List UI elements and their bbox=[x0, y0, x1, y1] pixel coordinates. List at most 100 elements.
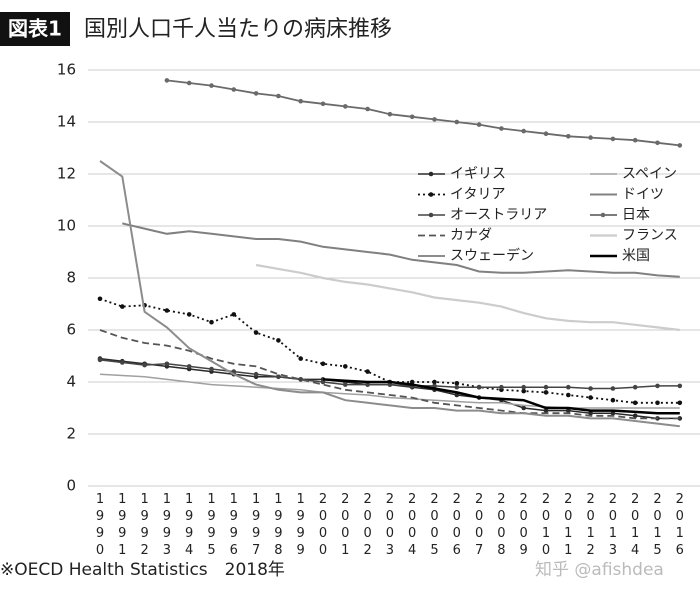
point bbox=[632, 384, 638, 390]
point bbox=[186, 312, 192, 317]
point bbox=[521, 384, 526, 390]
x-tick-label: 2010 bbox=[539, 492, 554, 560]
series-line bbox=[99, 297, 680, 404]
series-line bbox=[99, 160, 680, 428]
point bbox=[543, 131, 549, 136]
x-tick-label: 1999 bbox=[293, 492, 308, 560]
point bbox=[632, 400, 638, 406]
point bbox=[320, 361, 326, 367]
point bbox=[610, 386, 616, 391]
point bbox=[343, 104, 348, 109]
point bbox=[276, 338, 281, 343]
point bbox=[521, 128, 526, 134]
point bbox=[409, 114, 415, 120]
point bbox=[120, 304, 125, 309]
point bbox=[343, 382, 348, 387]
point bbox=[610, 410, 616, 416]
point bbox=[454, 119, 460, 125]
point bbox=[566, 392, 571, 398]
x-tick-label: 2015 bbox=[650, 492, 665, 560]
x-tick-label: 1994 bbox=[182, 492, 197, 560]
point bbox=[365, 369, 370, 374]
point bbox=[677, 400, 683, 406]
point bbox=[97, 296, 103, 302]
x-tick-label: 2011 bbox=[561, 492, 576, 560]
point bbox=[409, 379, 415, 385]
point bbox=[231, 312, 237, 317]
point bbox=[566, 134, 571, 139]
x-tick-label: 1991 bbox=[115, 492, 130, 560]
legend-label: イタリア bbox=[450, 187, 505, 203]
legend-label: カナダ bbox=[450, 228, 492, 244]
point bbox=[476, 384, 482, 390]
point bbox=[588, 386, 593, 391]
x-tick-label: 1995 bbox=[204, 492, 219, 560]
series-line bbox=[99, 373, 680, 409]
x-tick-label: 2005 bbox=[427, 492, 442, 560]
point bbox=[164, 78, 170, 83]
point bbox=[499, 126, 504, 131]
x-tick-label: 2003 bbox=[382, 492, 397, 560]
point bbox=[231, 87, 237, 92]
point bbox=[543, 384, 549, 390]
point bbox=[209, 366, 214, 372]
y-tick-label: 10 bbox=[57, 217, 76, 235]
point bbox=[432, 117, 437, 122]
x-tick-label: 2001 bbox=[338, 492, 353, 560]
point bbox=[276, 374, 281, 380]
x-tick-label: 2008 bbox=[494, 492, 509, 560]
x-tick-label: 1998 bbox=[271, 492, 286, 560]
legend-marker bbox=[600, 212, 606, 218]
point bbox=[120, 360, 125, 365]
legend-label: フランス bbox=[622, 228, 678, 244]
legend-marker bbox=[428, 212, 434, 218]
series-line bbox=[322, 378, 680, 415]
point bbox=[164, 361, 170, 367]
point bbox=[298, 356, 304, 361]
y-tick-label: 6 bbox=[66, 321, 76, 339]
point bbox=[655, 400, 660, 406]
point bbox=[253, 371, 259, 377]
point bbox=[677, 143, 683, 148]
series-line bbox=[122, 222, 680, 278]
point bbox=[142, 362, 147, 368]
legend-label: スペイン bbox=[622, 166, 677, 182]
point bbox=[454, 381, 460, 386]
chart-title: 国別人口千人当たりの病床推移 bbox=[84, 17, 392, 42]
point bbox=[632, 413, 638, 419]
legend-label: 日本 bbox=[622, 207, 650, 223]
x-tick-label: 2002 bbox=[360, 492, 375, 560]
x-tick-label: 1996 bbox=[226, 492, 241, 560]
point bbox=[588, 410, 593, 416]
footer: ※OECD Health Statistics 2018年 bbox=[0, 560, 285, 580]
point bbox=[610, 136, 616, 142]
badge: 図表1 bbox=[8, 17, 62, 41]
y-tick-label: 12 bbox=[57, 165, 76, 183]
legend-label: ドイツ bbox=[622, 187, 664, 203]
legend-label: スウェーデン bbox=[450, 247, 534, 264]
point bbox=[97, 357, 103, 363]
point bbox=[276, 93, 281, 99]
x-tick-label: 2000 bbox=[316, 492, 331, 560]
point bbox=[432, 379, 437, 385]
point bbox=[476, 122, 482, 127]
point bbox=[454, 384, 460, 390]
point bbox=[164, 308, 170, 313]
badge-box bbox=[0, 12, 70, 46]
x-tick-label: 2013 bbox=[605, 492, 620, 560]
x-tick-label: 1993 bbox=[159, 492, 174, 560]
legend-label: イギリス bbox=[450, 166, 506, 182]
point bbox=[186, 80, 192, 86]
point bbox=[253, 330, 259, 335]
point bbox=[343, 364, 348, 369]
point bbox=[543, 408, 549, 413]
x-tick-label: 1990 bbox=[93, 492, 108, 560]
point bbox=[209, 319, 214, 325]
y-tick-label: 8 bbox=[66, 269, 76, 287]
point bbox=[588, 395, 593, 400]
x-tick-label: 1992 bbox=[137, 492, 152, 560]
x-tick-label: 2009 bbox=[516, 492, 531, 560]
y-tick-label: 2 bbox=[66, 425, 76, 443]
y-tick-label: 14 bbox=[57, 113, 76, 131]
series-line bbox=[166, 79, 680, 147]
